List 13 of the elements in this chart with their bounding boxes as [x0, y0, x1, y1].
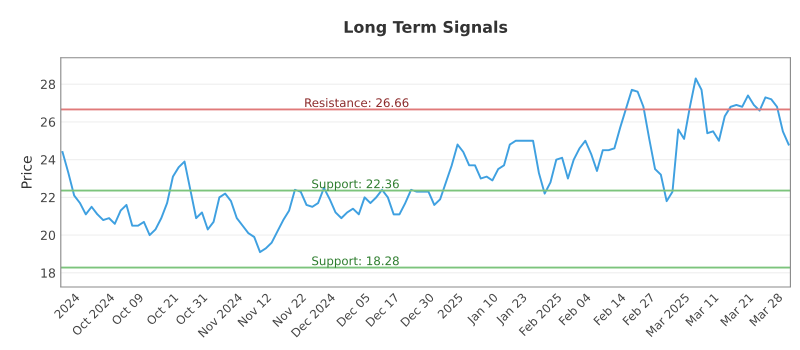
y-tick-label: 18: [41, 268, 56, 278]
chart-title: Long Term Signals: [344, 20, 508, 36]
ref-line-label: Support: 22.36: [312, 179, 399, 191]
x-tick-label: Dec 30: [400, 292, 434, 327]
y-tick-label: 24: [40, 155, 56, 164]
y-tick-label: 28: [40, 80, 56, 90]
line-series: [62, 78, 790, 254]
y-tick-label: 22: [40, 192, 55, 202]
ref-line-label: Resistance: 26.66: [305, 98, 408, 108]
ref-line-label: Support: 18.28: [312, 256, 399, 268]
y-axis-title: Price: [21, 156, 32, 188]
y-tick-label: 20: [40, 230, 56, 240]
y-tick-label: 26: [40, 117, 56, 127]
